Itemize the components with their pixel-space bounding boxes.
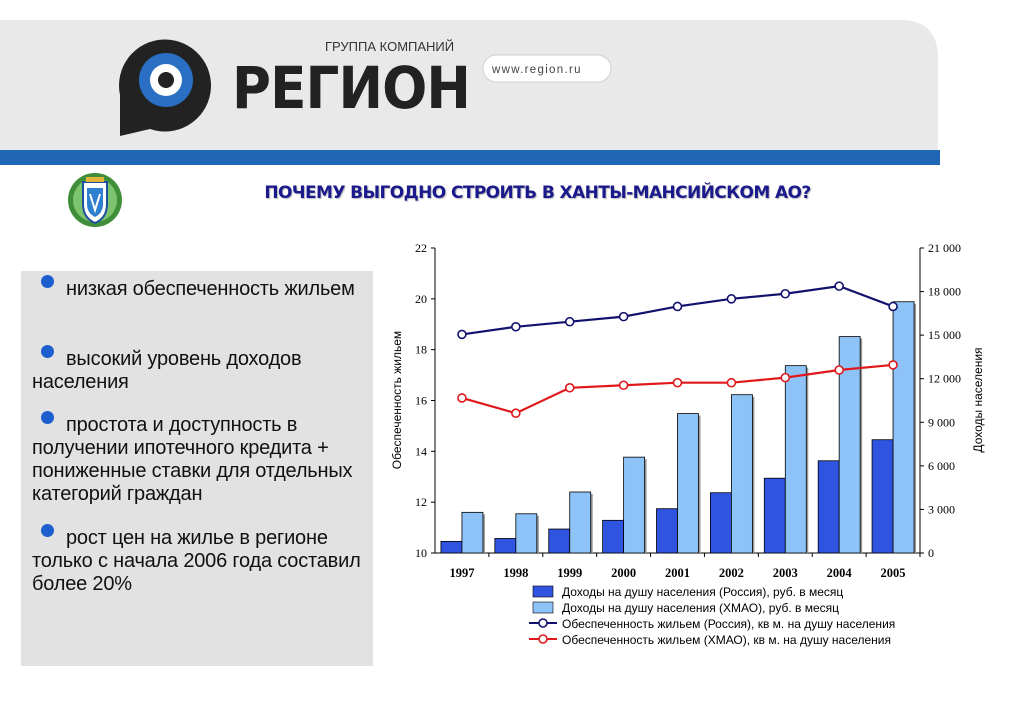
bullet-dot-icon: [41, 345, 54, 358]
region-logo-icon: [119, 39, 212, 137]
data-point: [780, 288, 791, 299]
x-tick-label: 2004: [827, 566, 853, 580]
data-point: [618, 311, 629, 322]
x-tick-label: 1997: [449, 566, 474, 580]
data-point: [834, 365, 844, 375]
bar: [569, 491, 592, 554]
legend-label: Обеспеченность жильем (ХМАО), кв м. на д…: [562, 633, 891, 647]
bullet-text: рост цен на жилье в регионе только с нач…: [32, 527, 361, 595]
x-tick-label: 1998: [503, 566, 528, 580]
bar: [656, 508, 678, 554]
y2-tick-label: 18 000: [928, 285, 961, 299]
bar: [677, 413, 699, 554]
bar: [494, 538, 517, 554]
y2-axis-label: Доходы населения: [971, 347, 985, 452]
page-title: ПОЧЕМУ ВЫГОДНО СТРОИТЬ В ХАНТЫ-МАНСИЙСКО…: [264, 183, 811, 203]
brand-small-label: ГРУППА КОМПАНИЙ: [325, 39, 454, 54]
bullet-item: низкая обеспеченность жильем: [32, 275, 368, 301]
legend-marker: [538, 634, 548, 644]
coat-of-arms-icon: [68, 173, 122, 227]
bar: [730, 394, 753, 554]
bullet-item: простота и доступность в получении ипоте…: [32, 411, 368, 506]
website-pill: [482, 54, 612, 83]
y-tick-label: 12: [415, 495, 427, 509]
legend-marker: [538, 618, 548, 628]
data-point: [564, 382, 575, 393]
bar: [548, 528, 571, 554]
data-point: [457, 329, 467, 340]
bullet-text: низкая обеспеченность жильем: [66, 278, 355, 300]
data-point: [726, 294, 737, 304]
data-point: [564, 316, 575, 327]
header-blue-bar: [0, 150, 940, 165]
bullet-text: простота и доступность в получении ипоте…: [32, 414, 353, 505]
bar: [461, 511, 484, 554]
bullet-item: рост цен на жилье в регионе только с нач…: [32, 524, 368, 596]
series-line: [461, 363, 894, 415]
income-housing-chart: 10 12 14 16 18 20 22 0 3 000 6 000 9 000 12 000 15 0…: [390, 241, 985, 647]
bullet-text: высокий уровень доходов населения: [32, 348, 302, 393]
x-tick-label: 2001: [665, 566, 690, 580]
bar: [784, 365, 807, 554]
x-tick-label: 2002: [719, 566, 744, 580]
data-point: [780, 372, 791, 383]
brand-name-label: РЕГИОН: [232, 54, 470, 122]
y2-tick-label: 6 000: [928, 459, 955, 473]
bar: [709, 492, 732, 554]
data-point: [834, 281, 844, 291]
y-tick-label: 22: [415, 241, 427, 255]
bar: [871, 439, 894, 554]
legend-label: Доходы на душу населения (ХМАО), руб. в …: [562, 601, 839, 615]
bar: [838, 336, 861, 554]
data-point: [672, 377, 683, 388]
legend-swatch: [532, 601, 554, 614]
y2-tick-label: 3 000: [928, 502, 955, 516]
data-point: [457, 393, 467, 403]
bullet-item: высокий уровень доходов населения: [32, 345, 368, 394]
y2-tick-label: 15 000: [928, 328, 961, 342]
legend-label: Доходы на душу населения (Россия), руб. …: [562, 585, 843, 599]
y-tick-label: 16: [415, 394, 427, 408]
bullet-panel: низкая обеспеченность жильем высокий уро…: [21, 271, 373, 666]
y2-tick-label: 0: [928, 546, 934, 560]
bar: [892, 301, 915, 554]
y2-tick-label: 21 000: [928, 241, 961, 255]
x-tick-label: 2000: [611, 566, 636, 580]
bullet-dot-icon: [41, 411, 54, 424]
data-point: [888, 301, 898, 312]
bar: [515, 513, 538, 554]
y2-tick-label: 9 000: [928, 415, 955, 429]
bar: [602, 519, 625, 554]
y-axis-label: Обеспеченность жильем: [390, 331, 404, 469]
bar: [440, 540, 463, 554]
data-point: [888, 360, 898, 370]
header-banner: ГРУППА КОМПАНИЙ РЕГИОН www.region.ru: [0, 0, 1023, 168]
chart-legend: Доходы на душу населения (Россия), руб. …: [529, 585, 895, 647]
bullet-dot-icon: [41, 524, 54, 537]
data-point: [726, 377, 737, 388]
bar: [817, 460, 840, 554]
bullet-dot-icon: [41, 275, 54, 288]
y-tick-label: 10: [415, 546, 427, 560]
data-point: [672, 301, 683, 312]
x-tick-label: 1999: [557, 566, 582, 580]
x-tick-label: 2003: [773, 566, 798, 580]
y-tick-label: 18: [415, 343, 427, 357]
data-point: [618, 380, 629, 391]
x-tick-label: 2005: [881, 566, 906, 580]
y2-tick-label: 12 000: [928, 372, 961, 386]
bar: [623, 456, 646, 554]
y-tick-label: 14: [415, 444, 427, 458]
y-tick-label: 20: [415, 292, 427, 306]
website-link[interactable]: www.region.ru: [491, 64, 582, 76]
bar: [763, 477, 786, 554]
data-point: [511, 408, 521, 419]
legend-label: Обеспеченность жильем (Россия), кв м. на…: [562, 617, 895, 631]
legend-swatch: [532, 585, 554, 598]
data-point: [511, 321, 521, 332]
